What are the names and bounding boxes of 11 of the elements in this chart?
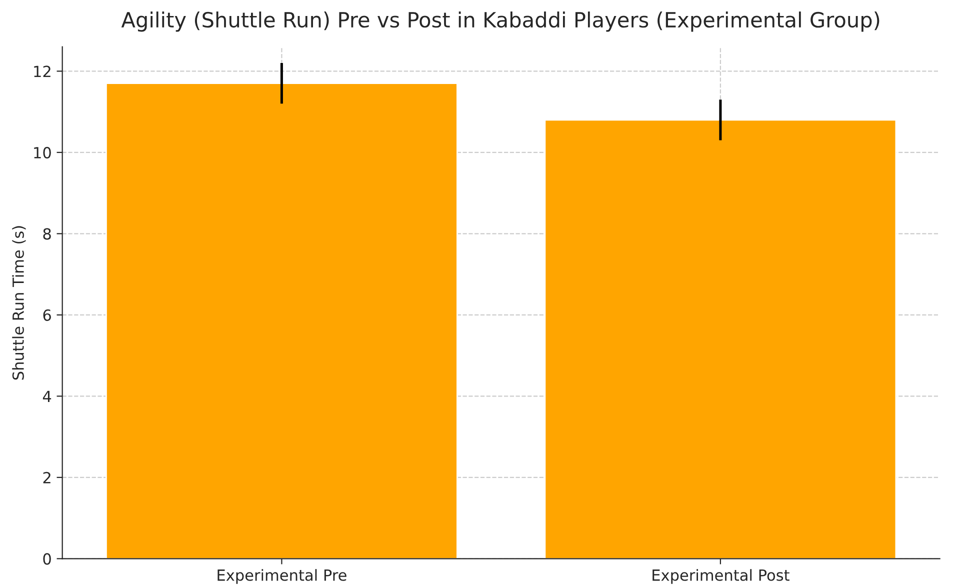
x-tick-label: Experimental Pre (218, 569, 346, 584)
y-tick-label: 2 (43, 472, 50, 484)
x-tick-label: Experimental Post (652, 569, 790, 584)
y-tick-label: 0 (43, 553, 51, 565)
y-tick-label: 8 (43, 228, 51, 240)
y-tick-label: 12 (34, 66, 50, 77)
y-axis-title: Shuttle Run Time (s) (12, 226, 26, 380)
y-tick-label: 10 (34, 146, 51, 158)
chart-title: Agility (Shuttle Run) Pre vs Post in Kabaddi Players (Experimental Group) (121, 12, 880, 32)
y-tick-label: 4 (42, 390, 52, 402)
y-tick-label: 6 (43, 309, 51, 321)
